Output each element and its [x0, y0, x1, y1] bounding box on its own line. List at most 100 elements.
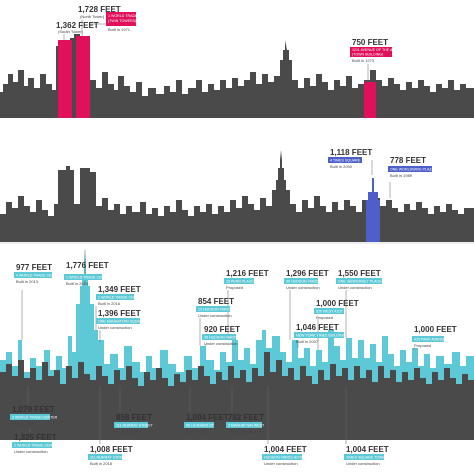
- callout-56-leonard: 1,004 FEET 56 LEONARD ST Built in 2016: [184, 386, 229, 434]
- callout-height: 778 FEET: [390, 156, 426, 165]
- callout-line2: (TOWN BUILDING): [352, 53, 383, 57]
- callout-height: 1,550 FEET: [338, 269, 381, 278]
- callout-height: 1,000 FEET: [316, 299, 359, 308]
- callout-height: 1,325 FEET: [14, 433, 57, 442]
- callout-line1: 4 WORLD TRADE CENTER: [16, 274, 62, 278]
- callout-line2: Built in 2018: [116, 429, 139, 434]
- callout-line1: 3 MANHATTAN WEST: [228, 424, 265, 428]
- callout-height: 920 FEET: [204, 325, 240, 334]
- callout-line1: 35 HUDSON YARDS: [204, 336, 238, 340]
- callout-line1: 111 MURRAY STREET: [90, 456, 128, 460]
- callout-height: 750 FEET: [352, 38, 388, 47]
- callout-425-park-avenue: 1,000 FEET 425 PARK AVENUE Proposed: [412, 325, 457, 350]
- callout-3-wtc: 1,079 FEET 3 WORLD TRADE CENTER Built in…: [10, 386, 58, 426]
- callout-line2: Built in 2018: [90, 461, 113, 466]
- panel-2-skyline: 1,118 FEET 4 TIMES SQUARE Built in 2000 …: [0, 148, 474, 242]
- callout-height: 977 FEET: [16, 263, 52, 272]
- callout-line1: 15 PENN PLACE: [226, 280, 254, 284]
- callout-line1: 1 WORLD TRADE CENTER: [108, 14, 154, 18]
- ground-band: [0, 440, 474, 474]
- callout-height: 1,079 FEET: [12, 405, 55, 414]
- callout-line2: Built in 2013: [16, 279, 39, 284]
- callout-line1: 425 PARK AVENUE: [414, 338, 446, 342]
- callout-one-worldwide-plaza: 778 FEET ONE WORLDWIDE PLAZA Built in 19…: [388, 156, 435, 198]
- panel-1-skyline: 1,728 FEET (North Tower) 1,362 FEET (Sou…: [0, 5, 474, 118]
- skyline-silhouette-1: [0, 34, 474, 118]
- callout-height: 1,396 FEET: [98, 309, 141, 318]
- callout-height: 854 FEET: [198, 297, 234, 306]
- callout-south-tower: 1,362 FEET (South Tower): [56, 21, 99, 40]
- callout-line2: Under construction: [14, 449, 48, 454]
- panel-3-skyline: 977 FEET 4 WORLD TRADE CENTER Built in 2…: [0, 250, 474, 474]
- callout-times-square-tower: 1,004 FEET TIMES SQUARE TOWER Under cons…: [344, 386, 389, 466]
- callout-line1: ONE MANHATTAN SQUARE: [98, 320, 145, 324]
- callout-line2: Proposed: [226, 285, 243, 290]
- callout-height: 858 FEET: [116, 413, 152, 422]
- callout-line2: Built in 2007: [296, 339, 319, 344]
- town-building-highlight: [364, 82, 376, 118]
- callout-line1: 111 MURRAY STREET: [116, 424, 154, 428]
- callout-4-wtc: 977 FEET 4 WORLD TRADE CENTER Built in 2…: [14, 263, 62, 340]
- callout-30-hudson-yards: 1,296 FEET 30 HUDSON YARDS Under constru…: [284, 269, 329, 340]
- callout-line2: Built in 2000: [330, 164, 353, 169]
- callout-line3: Built in 1971: [108, 27, 131, 32]
- callout-line1: 1211 AVENUE OF THE AMERICAS: [352, 48, 409, 52]
- callout-line1: 4 TIMES SQUARE: [330, 159, 361, 163]
- callout-line2: Built in 1989: [390, 173, 413, 178]
- callout-height: 1,004 FEET: [264, 445, 307, 454]
- callout-3-manhattan-west: 782 FEET 3 MANHATTAN WEST Under construc…: [226, 386, 265, 434]
- callout-height: 782 FEET: [228, 413, 264, 422]
- callout-one-vanderbilt: 1,550 FEET ONE VANDERBILT PLACE Under co…: [336, 269, 382, 338]
- callout-line1: 30 HUDSON YARDS: [286, 280, 320, 284]
- callout-north-tower: 1,728 FEET (North Tower): [78, 5, 121, 36]
- skyline-silhouette-2: [0, 150, 474, 242]
- callout-height: 1,118 FEET: [330, 148, 372, 157]
- callout-height: 1,296 FEET: [286, 269, 329, 278]
- callout-111-murray-a: 1,008 FEET 111 MURRAY STREET Built in 20…: [88, 386, 133, 466]
- callout-line2: Built in 2014: [66, 281, 89, 286]
- callout-2-wtc-bottom: 1,325 FEET 2 WORLD TRADE CENTER Under co…: [12, 428, 60, 454]
- callout-line2: Built in 2016: [186, 429, 209, 434]
- callout-line2: Under construction: [198, 313, 232, 318]
- callout-height: 1,216 FEET: [226, 269, 269, 278]
- callout-line2: (TWIN TOWERS): [108, 19, 136, 23]
- callout-new-york-times-building: 1,046 FEET NEW YORK TIMES BUILDING Built…: [294, 323, 346, 348]
- twin-tower-north: [76, 36, 90, 118]
- callout-height: 1,728 FEET: [78, 5, 121, 14]
- callout-15-penn-place: 1,216 FEET 15 PENN PLACE Proposed: [224, 269, 269, 340]
- times-square-tower-highlight: [366, 178, 380, 242]
- callout-line1: ONE VANDERBILT PLACE: [338, 280, 382, 284]
- callout-line2: Under construction: [98, 325, 132, 330]
- callout-35-hudson-yards: 920 FEET 35 HUDSON YARDS Under construct…: [202, 325, 240, 346]
- callout-111-murray-b: 858 FEET 111 MURRAY STREET Built in 2018: [114, 386, 154, 434]
- callout-line1: (North Tower): [80, 14, 105, 19]
- callout-line2: Proposed: [414, 343, 431, 348]
- callout-line1: 15 HUDSON YARDS: [198, 308, 232, 312]
- callout-line1: ONE WORLDWIDE PLAZA: [390, 168, 435, 172]
- callout-one-manhattan-square: 1,396 FEET ONE MANHATTAN SQUARE Under co…: [96, 309, 145, 342]
- callout-line2: Under construction: [346, 461, 380, 466]
- callout-height: 1,349 FEET: [98, 285, 141, 294]
- callout-line1: 3 WORLD TRADE CENTER: [12, 416, 58, 420]
- callout-height: 1,008 FEET: [90, 445, 133, 454]
- callout-height: 1,004 FEET: [346, 445, 389, 454]
- callout-line1: 2 WORLD TRADE CENTER: [98, 296, 144, 300]
- callout-line1: 520 WEST 41ST ST: [316, 310, 349, 314]
- callout-hudson-yards-hotel: 1,004 FEET HUDSON YARDS HOTEL Under cons…: [262, 386, 307, 466]
- callout-line1: TIMES SQUARE TOWER: [346, 456, 388, 460]
- callout-line1: (South Tower): [58, 29, 83, 34]
- callout-line2: Proposed: [316, 315, 333, 320]
- callout-height: 1,000 FEET: [414, 325, 457, 334]
- callout-line2: Under construction: [228, 429, 262, 434]
- callout-line1: 56 LEONARD ST: [186, 424, 215, 428]
- callout-line1: 1 WORLD TRADE CENTER: [66, 276, 112, 280]
- twin-tower-south: [58, 40, 72, 118]
- callout-line1: HUDSON YARDS HOTEL: [264, 456, 306, 460]
- callout-line2: Under construction: [286, 285, 320, 290]
- callout-height: 1,362 FEET: [56, 21, 99, 30]
- callout-height: 1,004 FEET: [186, 413, 229, 422]
- callout-world-trade-center: 1 WORLD TRADE CENTER (TWIN TOWERS) Built…: [90, 12, 154, 32]
- callout-height: 1,046 FEET: [296, 323, 339, 332]
- callout-4-times-square: 1,118 FEET 4 TIMES SQUARE Built in 2000: [328, 148, 372, 175]
- callout-line2: Under construction: [264, 461, 298, 466]
